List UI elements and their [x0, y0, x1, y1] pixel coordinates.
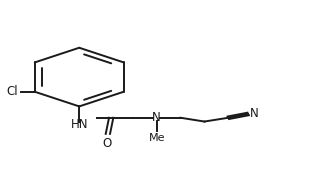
Text: Me: Me — [149, 133, 165, 143]
Text: N: N — [152, 111, 161, 124]
Text: O: O — [103, 137, 112, 150]
Text: HN: HN — [70, 118, 88, 131]
Text: N: N — [250, 107, 259, 120]
Text: Cl: Cl — [7, 85, 18, 98]
